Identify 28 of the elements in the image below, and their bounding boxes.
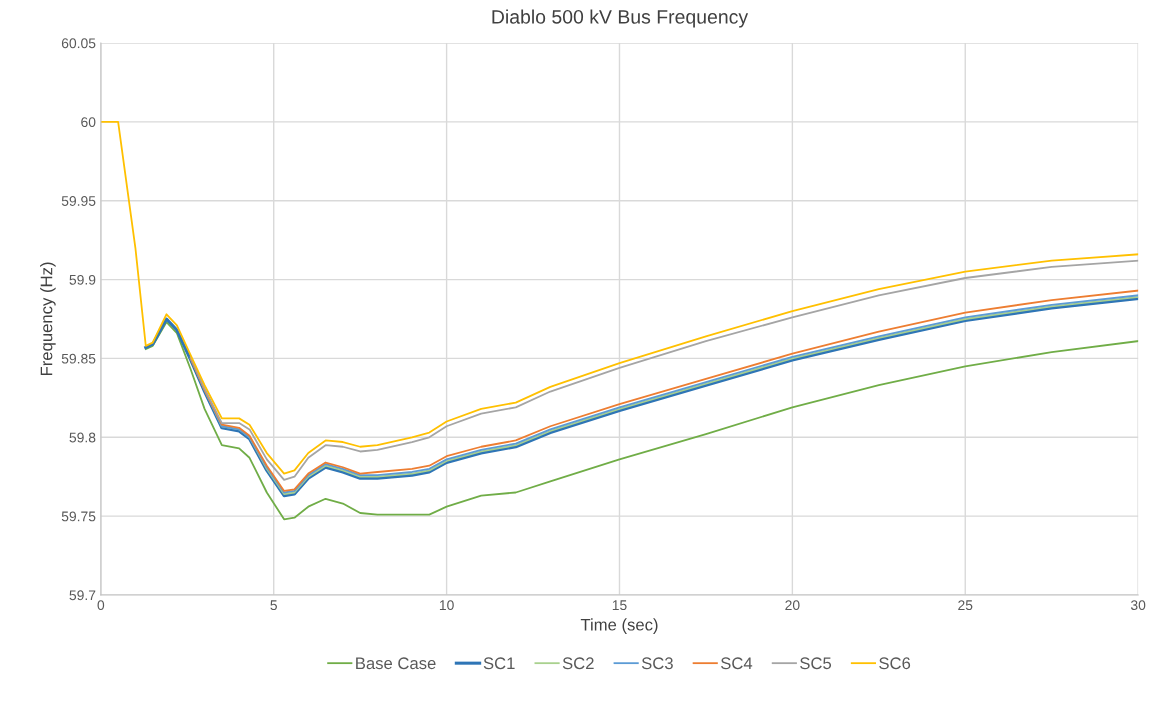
x-tick-label: 15 — [612, 600, 627, 611]
y-tick-label: 60 — [81, 117, 96, 128]
y-tick-label: 59.85 — [61, 353, 96, 364]
legend-label: SC5 — [800, 657, 832, 670]
x-tick-label: 20 — [785, 600, 800, 611]
x-axis-title: Time (sec) — [580, 618, 658, 634]
x-tick-label: 5 — [270, 600, 277, 611]
line-series — [144, 321, 1139, 521]
y-tick-label: 59.9 — [69, 274, 96, 285]
y-tick-label: 59.75 — [61, 511, 96, 522]
legend-label: SC1 — [483, 657, 515, 670]
x-tick-label: 10 — [439, 600, 454, 611]
line-series — [189, 259, 1139, 481]
legend-label: SC3 — [641, 657, 673, 670]
x-tick-label: 30 — [1130, 600, 1146, 611]
y-tick-label: 59.8 — [69, 432, 96, 443]
legend-label: SC4 — [721, 657, 753, 670]
y-axis-title: Frequency (Hz) — [40, 262, 56, 376]
x-tick-label: 25 — [958, 600, 973, 611]
y-tick-label: 59.95 — [61, 196, 96, 206]
legend-label: Base Case — [356, 657, 436, 670]
chart-title: Diablo 500 kV Bus Frequency — [492, 9, 749, 28]
line-series — [100, 120, 1139, 475]
y-tick-label: 60.05 — [61, 38, 96, 49]
x-tick-label: 0 — [97, 600, 105, 611]
legend-label: SC6 — [879, 657, 911, 670]
y-tick-label: 59.7 — [69, 590, 96, 601]
legend-label: SC2 — [562, 657, 594, 670]
